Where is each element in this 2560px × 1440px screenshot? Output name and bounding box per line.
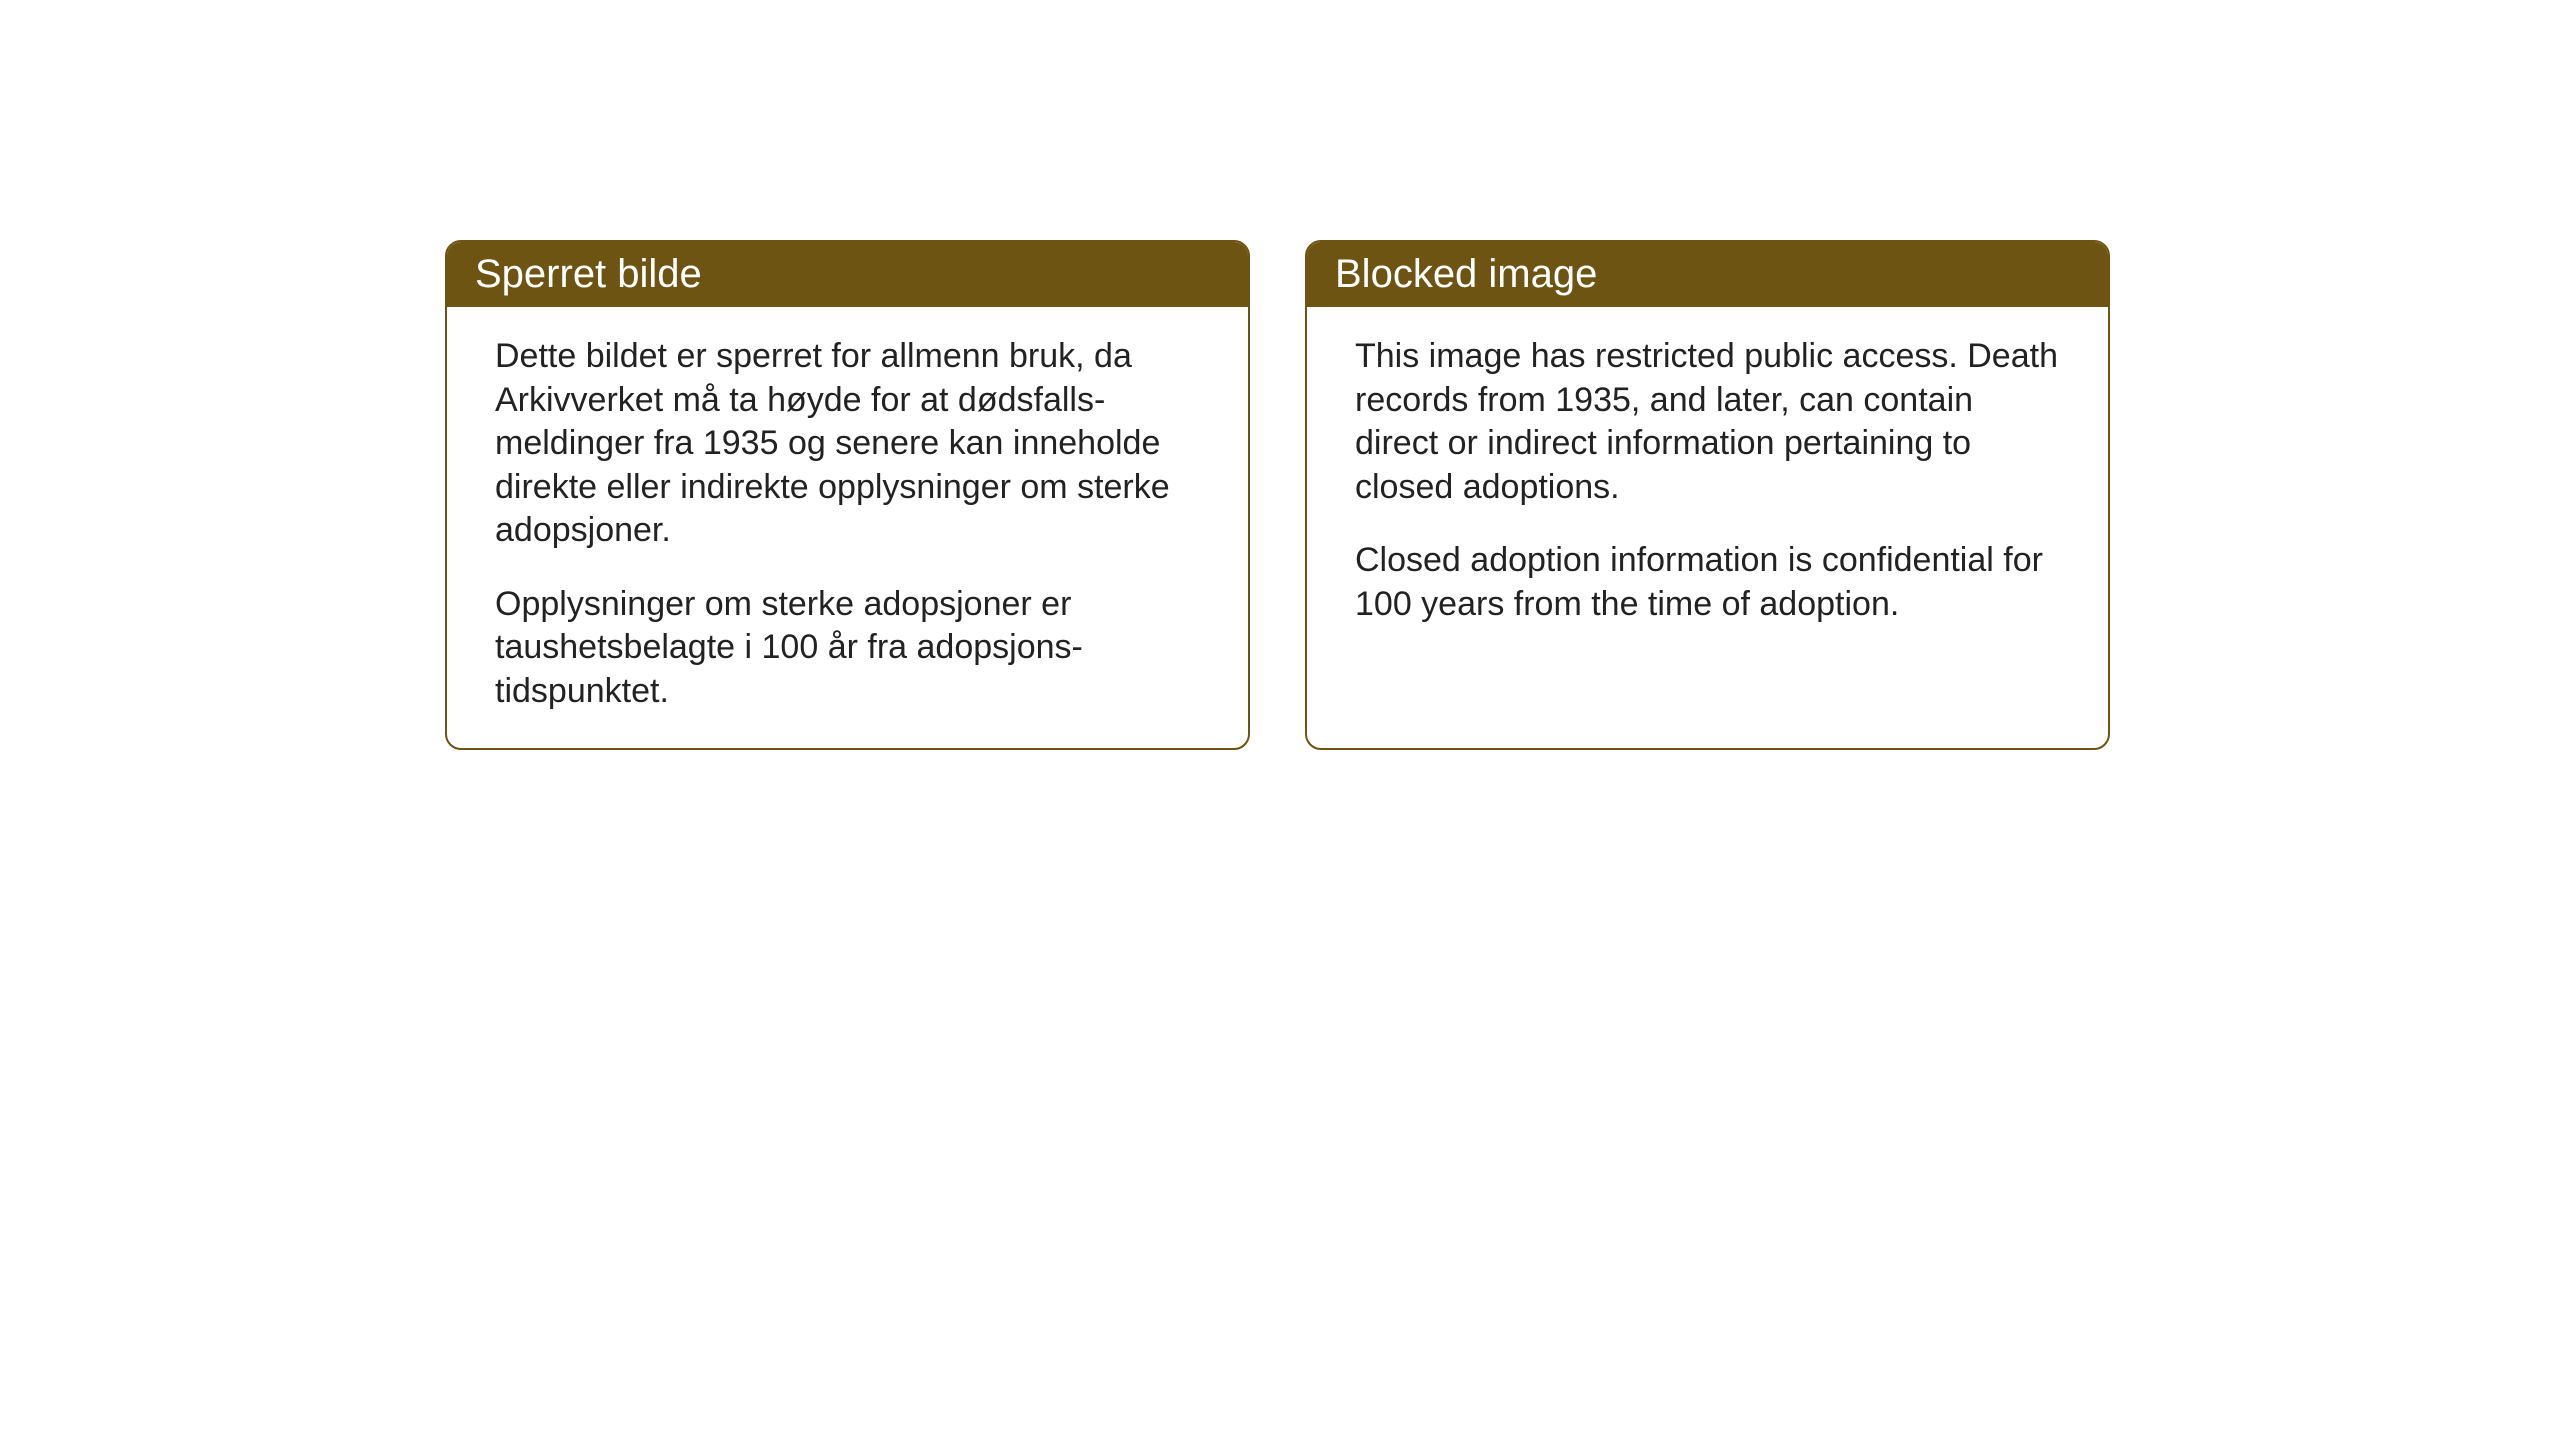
card-title-norwegian: Sperret bilde [475, 252, 702, 296]
card-body-english: This image has restricted public access.… [1307, 307, 2108, 666]
notice-container: Sperret bilde Dette bildet er sperret fo… [445, 240, 2110, 750]
paragraph-norwegian-1: Dette bildet er sperret for allmenn bruk… [495, 335, 1200, 553]
card-header-english: Blocked image [1307, 242, 2108, 307]
paragraph-norwegian-2: Opplysninger om sterke adopsjoner er tau… [495, 583, 1200, 714]
paragraph-english-2: Closed adoption information is confident… [1355, 539, 2060, 626]
card-body-norwegian: Dette bildet er sperret for allmenn bruk… [447, 307, 1248, 750]
notice-card-norwegian: Sperret bilde Dette bildet er sperret fo… [445, 240, 1250, 750]
card-title-english: Blocked image [1335, 252, 1597, 296]
notice-card-english: Blocked image This image has restricted … [1305, 240, 2110, 750]
card-header-norwegian: Sperret bilde [447, 242, 1248, 307]
paragraph-english-1: This image has restricted public access.… [1355, 335, 2060, 509]
